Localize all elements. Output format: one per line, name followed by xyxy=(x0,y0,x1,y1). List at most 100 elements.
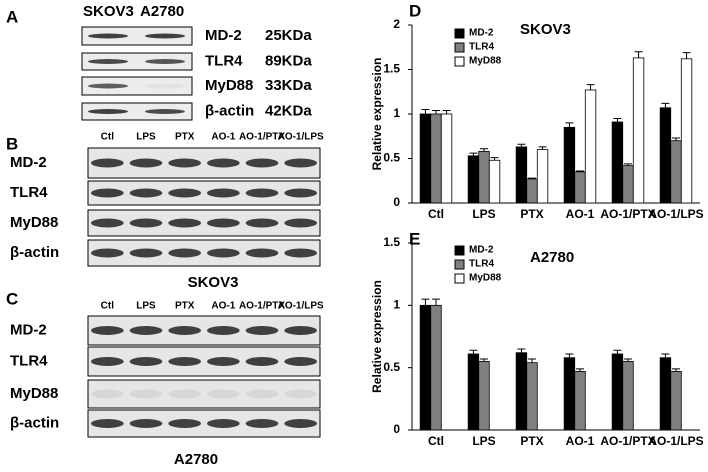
blot-band xyxy=(168,218,202,228)
caption: A2780 xyxy=(174,451,218,467)
blot-band xyxy=(245,188,279,198)
blot-band xyxy=(129,389,163,399)
size-label: 33KDa xyxy=(265,77,312,94)
blot-band xyxy=(145,33,185,39)
x-tick-label: LPS xyxy=(472,434,495,448)
y-tick-label: 0.5 xyxy=(383,151,400,165)
bar xyxy=(478,361,490,431)
legend-swatch xyxy=(454,259,465,270)
y-tick-label: 0 xyxy=(393,195,400,209)
error-bar xyxy=(432,298,440,306)
protein-label: MyD88 xyxy=(205,77,253,94)
blot-band xyxy=(91,188,124,198)
protein-label: TLR4 xyxy=(10,352,48,369)
blot-strip xyxy=(81,52,193,71)
error-bar xyxy=(586,84,595,90)
blot-band xyxy=(129,357,163,366)
legend-swatch xyxy=(454,28,465,39)
blot-strip xyxy=(81,102,193,121)
error-bar xyxy=(576,170,584,172)
error-bar xyxy=(672,137,680,141)
error-bar xyxy=(480,358,488,362)
lane-label: AO-1 xyxy=(211,132,235,143)
blot-band xyxy=(168,248,202,258)
error-bar xyxy=(672,368,680,372)
bar xyxy=(515,352,528,431)
blot-strip xyxy=(87,379,321,409)
blot-band xyxy=(129,419,163,428)
blot-strip xyxy=(87,209,321,237)
protein-label: β-actin xyxy=(205,102,254,119)
protein-label: MD-2 xyxy=(10,154,47,171)
blot-band xyxy=(245,419,279,428)
column-label: SKOV3 xyxy=(83,3,134,20)
y-tick-label: 1.5 xyxy=(383,62,400,76)
protein-label: β-actin xyxy=(10,414,59,431)
lane-label: AO-1/LPS xyxy=(278,301,324,312)
blot-band xyxy=(88,83,128,89)
blot-band xyxy=(168,326,202,335)
blot-band xyxy=(91,357,124,366)
legend-swatch xyxy=(454,56,465,67)
legend-label: MD-2 xyxy=(469,28,494,39)
error-bar xyxy=(565,122,574,128)
column-label: A2780 xyxy=(140,3,184,20)
caption: SKOV3 xyxy=(188,274,239,291)
legend-label: MD-2 xyxy=(469,245,494,256)
blot-strip xyxy=(87,409,321,438)
error-bar xyxy=(528,358,536,363)
blot-band xyxy=(129,326,163,335)
bar xyxy=(419,113,432,204)
error-bar xyxy=(480,148,488,152)
bar xyxy=(515,146,528,204)
error-bar xyxy=(432,109,440,114)
protein-label: MD-2 xyxy=(205,27,242,44)
bar xyxy=(659,357,672,431)
blot-band xyxy=(129,188,163,198)
error-bar xyxy=(565,353,574,358)
legend-label: MyD88 xyxy=(469,56,502,67)
bar xyxy=(670,140,682,204)
y-tick-label: 2 xyxy=(393,17,400,31)
blot-band xyxy=(91,218,124,228)
blot-strip xyxy=(87,315,321,346)
error-bar xyxy=(538,146,547,150)
y-tick-label: 0.5 xyxy=(383,360,400,374)
legend-swatch xyxy=(454,245,465,256)
lane-label: LPS xyxy=(136,132,156,143)
bar xyxy=(574,371,586,431)
bar xyxy=(488,159,501,204)
panel-label: E xyxy=(409,229,420,248)
blot-band xyxy=(245,357,279,366)
error-bar xyxy=(613,117,622,123)
protein-label: MyD88 xyxy=(10,385,58,402)
lane-label: PTX xyxy=(175,132,195,143)
lane-label: PTX xyxy=(175,301,195,312)
blot-band xyxy=(207,326,240,335)
lane-label: AO-1/PTX xyxy=(239,132,285,143)
bar xyxy=(419,304,432,431)
x-tick-label: AO-1/LPS xyxy=(648,434,703,448)
bar xyxy=(478,150,490,204)
blot-band xyxy=(207,248,240,258)
lane-label: AO-1/LPS xyxy=(278,132,324,143)
blot-band xyxy=(168,188,202,198)
error-bar xyxy=(661,353,670,358)
error-bar xyxy=(634,51,643,58)
bar xyxy=(526,178,538,204)
bar xyxy=(563,357,576,431)
lane-label: AO-1/PTX xyxy=(239,301,285,312)
blot-band xyxy=(245,158,279,168)
panel-label: A xyxy=(6,7,18,26)
blot-band xyxy=(168,419,202,428)
blot-band xyxy=(207,218,240,228)
bar xyxy=(526,362,538,431)
bar xyxy=(611,121,624,204)
error-bar xyxy=(613,349,622,354)
bar xyxy=(611,353,624,431)
panel-label: B xyxy=(6,134,18,153)
bar xyxy=(632,57,645,204)
blot-band xyxy=(88,33,128,39)
blot-band xyxy=(88,59,128,64)
blot-band xyxy=(168,389,202,399)
